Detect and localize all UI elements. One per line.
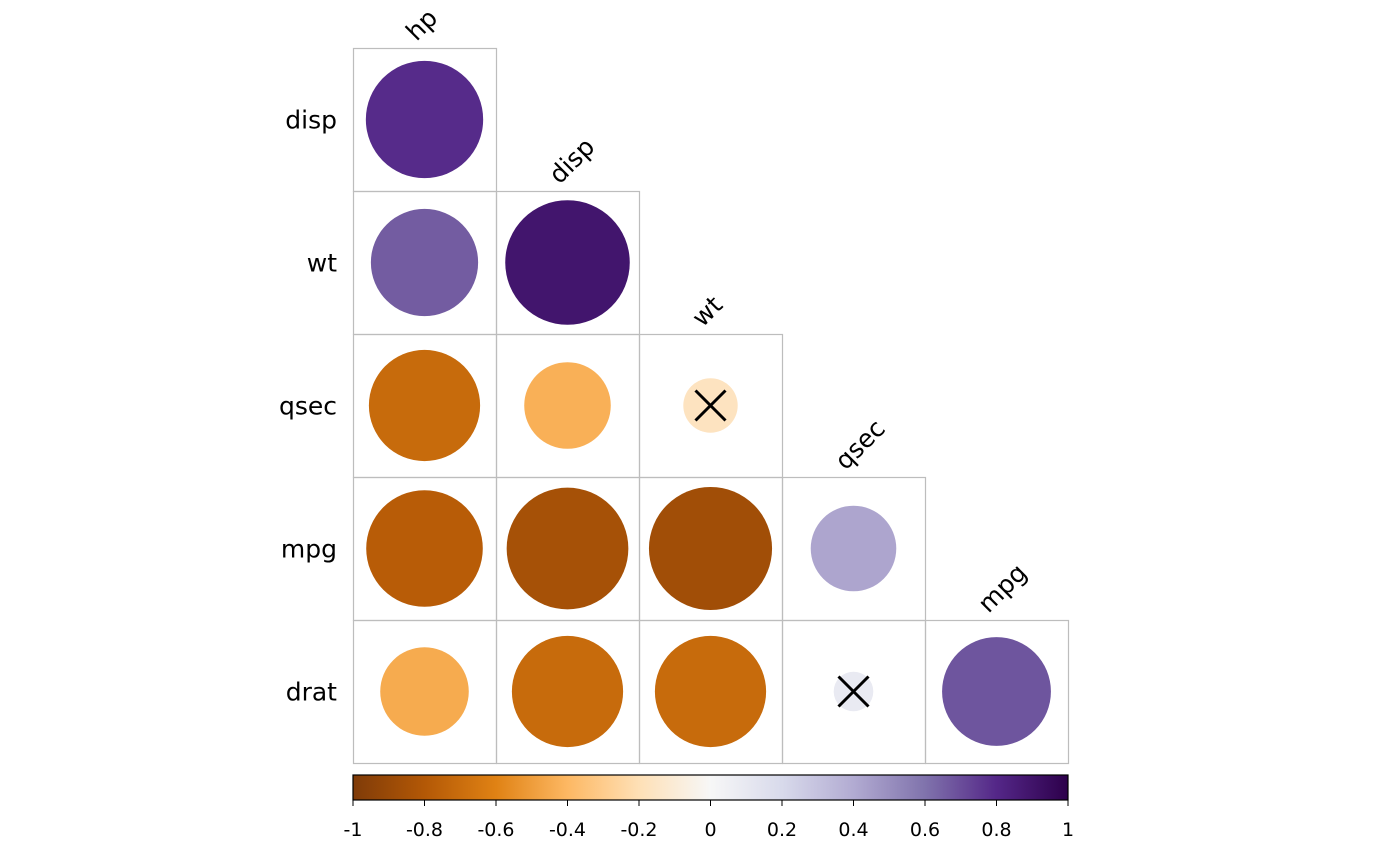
colorbar — [352, 774, 1069, 801]
row-label: disp — [285, 106, 337, 135]
colorbar-tick-label: 0.2 — [767, 819, 797, 841]
correlation-circle — [370, 208, 479, 317]
insignificant-cross-mark — [694, 389, 727, 422]
colorbar-tick-label: 0.4 — [838, 819, 868, 841]
colorbar-tick-label: -0.8 — [406, 819, 443, 841]
colorbar-tick-label: 0.8 — [981, 819, 1011, 841]
correlation-circle — [506, 487, 629, 610]
correlation-circle — [648, 486, 773, 611]
colorbar-tick-label: -0.4 — [549, 819, 586, 841]
insignificant-cross-mark — [837, 675, 870, 708]
colorbar-tick-label: -1 — [344, 819, 363, 841]
column-label: qsec — [829, 414, 891, 476]
colorbar-tick-label: -0.2 — [620, 819, 657, 841]
grid-cell — [924, 619, 1070, 765]
row-label: qsec — [279, 392, 337, 421]
correlation-circle — [365, 60, 484, 179]
correlation-circle — [380, 647, 469, 736]
correlation-circle — [366, 490, 483, 607]
correlation-circle — [810, 505, 897, 592]
column-label: wt — [686, 290, 728, 332]
correlation-circle — [368, 349, 481, 462]
correlation-circle — [511, 635, 624, 748]
column-label: mpg — [972, 558, 1032, 618]
colorbar-tick-label: 0 — [704, 819, 716, 841]
colorbar-tick-label: 1 — [1062, 819, 1074, 841]
column-label: disp — [543, 132, 600, 189]
correlation-circle — [654, 635, 767, 748]
correlation-circle — [524, 362, 611, 449]
correlation-circle — [942, 637, 1051, 746]
column-label: hp — [400, 3, 443, 46]
row-label: drat — [286, 678, 337, 707]
colorbar-tick-label: -0.6 — [477, 819, 514, 841]
colorbar-tick-label: 0.6 — [910, 819, 940, 841]
row-label: wt — [307, 249, 337, 278]
correlation-circle — [505, 200, 630, 325]
row-label: mpg — [281, 535, 337, 564]
